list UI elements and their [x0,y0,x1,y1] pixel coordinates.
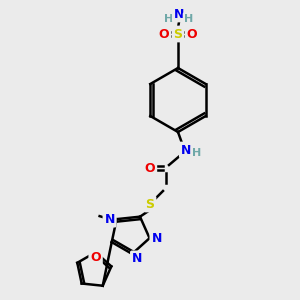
Text: H: H [164,14,174,24]
Text: H: H [192,148,202,158]
Text: O: O [159,28,169,40]
Text: S: S [146,197,154,211]
Text: O: O [145,161,155,175]
Text: N: N [152,232,162,245]
Text: O: O [187,28,197,40]
Text: N: N [132,252,142,266]
Text: N: N [174,8,184,20]
Text: H: H [184,14,194,24]
Text: N: N [104,213,115,226]
Text: N: N [181,143,191,157]
Text: O: O [90,251,101,264]
Text: S: S [173,28,182,40]
